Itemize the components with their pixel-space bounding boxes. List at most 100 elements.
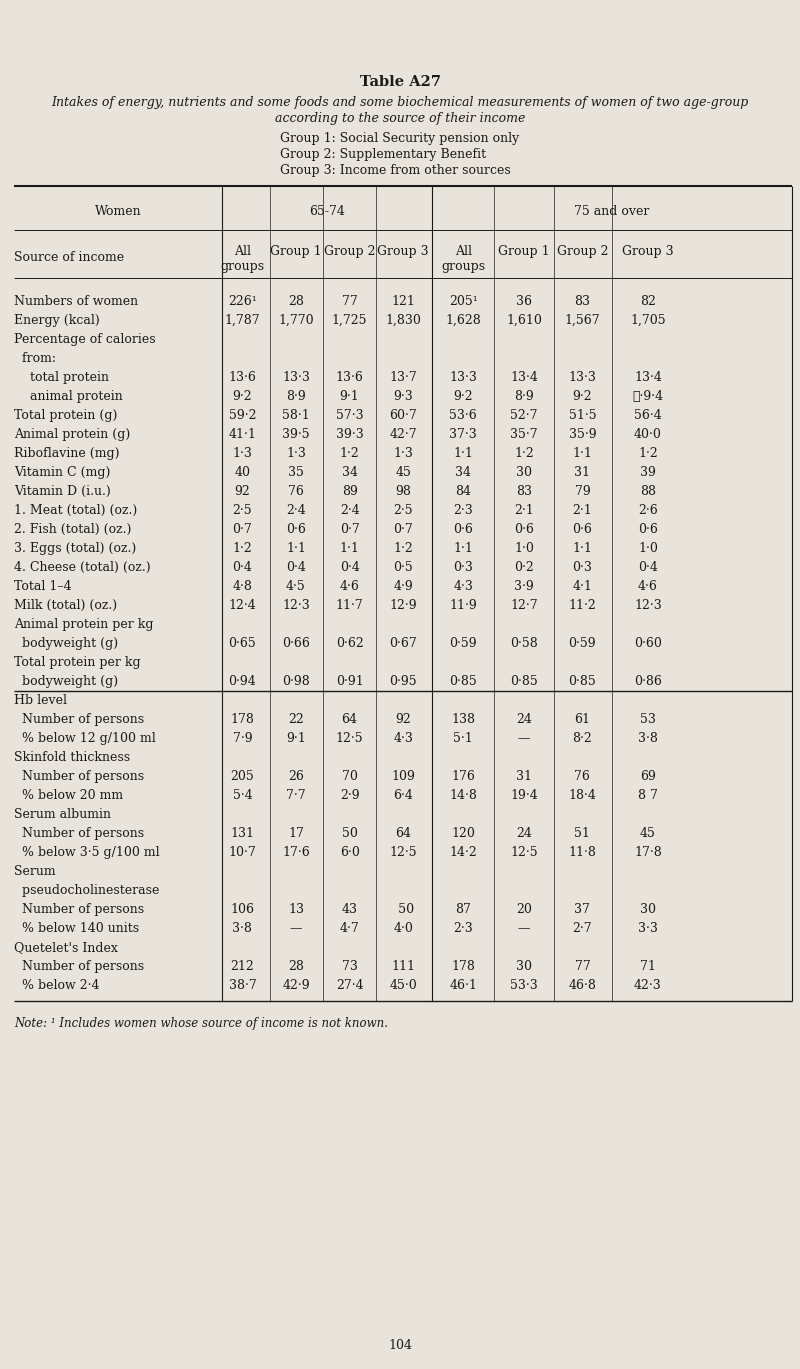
Text: 8·9: 8·9: [514, 390, 534, 402]
Text: 39·3: 39·3: [336, 428, 363, 441]
Text: Total protein per kg: Total protein per kg: [14, 656, 141, 669]
Text: Intakes of energy, nutrients and some foods and some biochemical measurements of: Intakes of energy, nutrients and some fo…: [51, 96, 749, 110]
Text: 37·3: 37·3: [450, 428, 477, 441]
Text: % below 3·5 g/100 ml: % below 3·5 g/100 ml: [14, 846, 160, 858]
Text: 4·0: 4·0: [394, 921, 413, 935]
Text: 28: 28: [288, 960, 304, 973]
Text: 1·0: 1·0: [638, 542, 658, 554]
Text: 1·3: 1·3: [394, 448, 413, 460]
Text: % below 12 g/100 ml: % below 12 g/100 ml: [14, 732, 156, 745]
Text: Note: ¹ Includes women whose source of income is not known.: Note: ¹ Includes women whose source of i…: [14, 1017, 389, 1029]
Text: 41·1: 41·1: [229, 428, 256, 441]
Text: Group 3: Group 3: [378, 245, 429, 257]
Text: 0·6: 0·6: [638, 523, 658, 537]
Text: 4·7: 4·7: [340, 921, 359, 935]
Text: 205: 205: [230, 769, 254, 783]
Text: 0·65: 0·65: [229, 637, 256, 650]
Text: 0·4: 0·4: [638, 561, 658, 574]
Text: 10·7: 10·7: [229, 846, 256, 858]
Text: 178: 178: [230, 713, 254, 726]
Text: 9·1: 9·1: [340, 390, 359, 402]
Text: 24: 24: [516, 713, 532, 726]
Text: 30: 30: [640, 904, 656, 916]
Text: 9·2: 9·2: [233, 390, 252, 402]
Text: Animal protein (g): Animal protein (g): [14, 428, 130, 441]
Text: 7·9: 7·9: [233, 732, 252, 745]
Text: Group 3: Group 3: [622, 245, 674, 257]
Text: All
groups: All groups: [441, 245, 486, 272]
Text: 39·5: 39·5: [282, 428, 310, 441]
Text: 13·4: 13·4: [634, 371, 662, 383]
Text: 2·3: 2·3: [454, 921, 473, 935]
Text: total protein: total protein: [14, 371, 110, 383]
Text: 0·62: 0·62: [336, 637, 363, 650]
Text: Women: Women: [95, 205, 142, 218]
Text: 0·7: 0·7: [394, 523, 413, 537]
Text: 3. Eggs (total) (oz.): 3. Eggs (total) (oz.): [14, 542, 137, 554]
Text: 0·85: 0·85: [450, 675, 477, 689]
Text: 13·4: 13·4: [510, 371, 538, 383]
Text: 0·66: 0·66: [282, 637, 310, 650]
Text: 57·3: 57·3: [336, 409, 363, 422]
Text: 4·6: 4·6: [638, 580, 658, 593]
Text: 120: 120: [451, 827, 475, 841]
Text: 205¹: 205¹: [449, 294, 478, 308]
Text: Total 1–4: Total 1–4: [14, 580, 72, 593]
Text: 31: 31: [574, 465, 590, 479]
Text: 70: 70: [342, 769, 358, 783]
Text: Number of persons: Number of persons: [14, 960, 145, 973]
Text: 4·1: 4·1: [573, 580, 592, 593]
Text: Vitamin C (mg): Vitamin C (mg): [14, 465, 110, 479]
Text: 12·3: 12·3: [282, 600, 310, 612]
Text: 45·0: 45·0: [390, 979, 417, 993]
Text: Numbers of women: Numbers of women: [14, 294, 138, 308]
Text: 61: 61: [574, 713, 590, 726]
Text: 2·6: 2·6: [638, 504, 658, 517]
Text: 40: 40: [234, 465, 250, 479]
Text: 13·6: 13·6: [336, 371, 363, 383]
Text: 27·4: 27·4: [336, 979, 363, 993]
Text: 0·59: 0·59: [569, 637, 596, 650]
Text: Skinfold thickness: Skinfold thickness: [14, 752, 130, 764]
Text: 1,705: 1,705: [630, 314, 666, 327]
Text: 0·85: 0·85: [510, 675, 538, 689]
Text: 12·3: 12·3: [634, 600, 662, 612]
Text: 12·4: 12·4: [229, 600, 256, 612]
Text: 84: 84: [455, 485, 471, 498]
Text: 58·1: 58·1: [282, 409, 310, 422]
Text: 9·1: 9·1: [286, 732, 306, 745]
Text: Percentage of calories: Percentage of calories: [14, 333, 156, 346]
Text: 0·6: 0·6: [286, 523, 306, 537]
Text: 1·3: 1·3: [233, 448, 252, 460]
Text: 0·91: 0·91: [336, 675, 363, 689]
Text: 0·7: 0·7: [233, 523, 252, 537]
Text: 43: 43: [342, 904, 358, 916]
Text: 76: 76: [288, 485, 304, 498]
Text: 0·4: 0·4: [340, 561, 359, 574]
Text: 2·7: 2·7: [573, 921, 592, 935]
Text: 35: 35: [288, 465, 304, 479]
Text: 0·4: 0·4: [233, 561, 252, 574]
Text: animal protein: animal protein: [14, 390, 123, 402]
Text: 4·5: 4·5: [286, 580, 306, 593]
Text: according to the source of their income: according to the source of their income: [275, 112, 525, 125]
Text: 12·5: 12·5: [390, 846, 417, 858]
Text: 17: 17: [288, 827, 304, 841]
Text: 82: 82: [640, 294, 656, 308]
Text: 111: 111: [391, 960, 415, 973]
Text: Serum: Serum: [14, 865, 56, 878]
Text: 1·2: 1·2: [638, 448, 658, 460]
Text: 45: 45: [395, 465, 411, 479]
Text: 92: 92: [395, 713, 411, 726]
Text: 12·9: 12·9: [390, 600, 417, 612]
Text: 20: 20: [516, 904, 532, 916]
Text: 69: 69: [640, 769, 656, 783]
Text: 5·1: 5·1: [454, 732, 473, 745]
Text: 1·3: 1·3: [286, 448, 306, 460]
Text: 56·4: 56·4: [634, 409, 662, 422]
Text: 3·8: 3·8: [233, 921, 252, 935]
Text: 77: 77: [342, 294, 358, 308]
Text: 12·7: 12·7: [510, 600, 538, 612]
Text: 24: 24: [516, 827, 532, 841]
Text: 0·4: 0·4: [286, 561, 306, 574]
